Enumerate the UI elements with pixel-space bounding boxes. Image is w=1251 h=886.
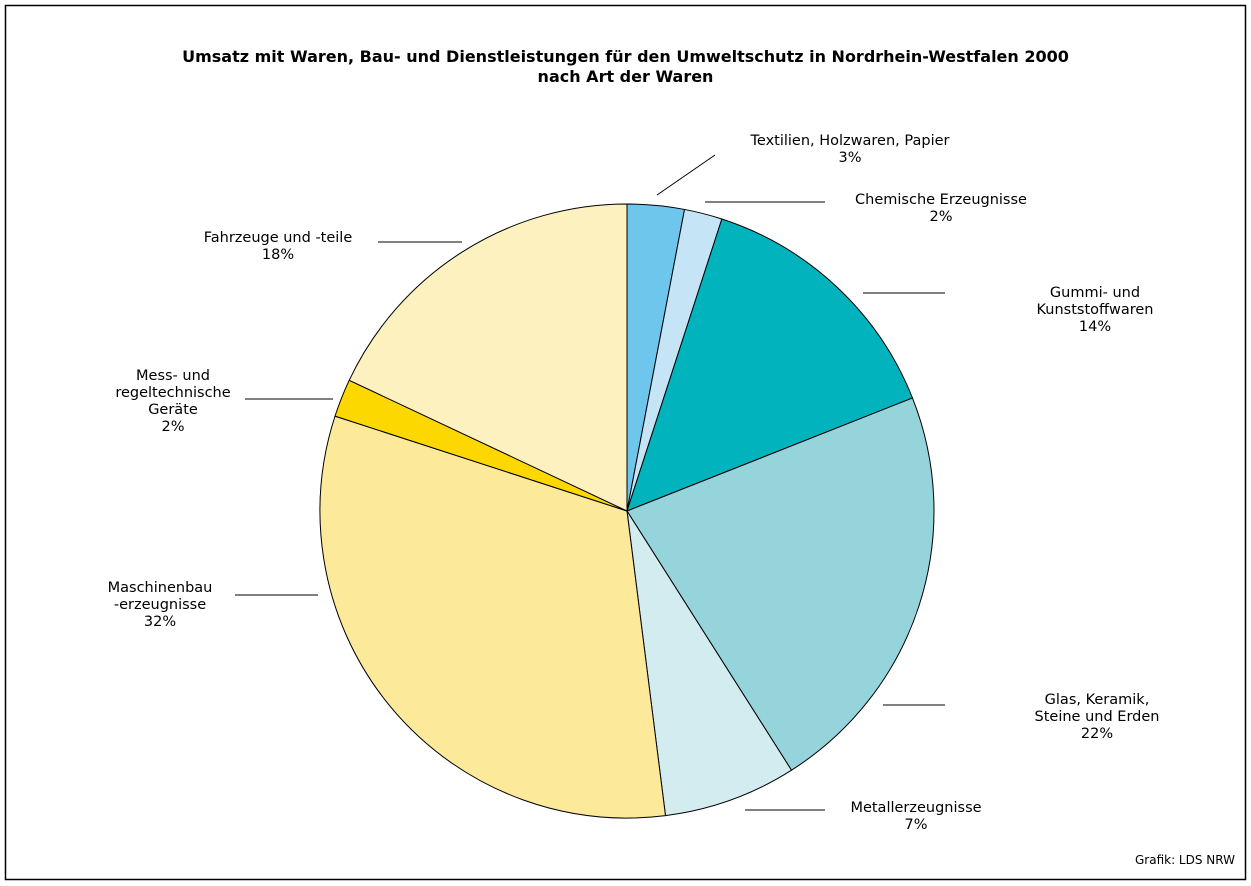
pie-slice <box>626 510 793 817</box>
value-label: 2% <box>929 209 953 225</box>
slice-label: Mess- und regeltechnische Geräte 2% <box>115 368 230 436</box>
value-label: 22% <box>1080 726 1114 742</box>
value-label: 14% <box>1078 319 1112 335</box>
value-label: 3% <box>838 150 862 166</box>
chart-subtitle: nach Art der Waren <box>537 67 714 86</box>
pie-slice <box>626 397 935 771</box>
pie-slice <box>319 415 667 819</box>
slice-label: Textilien, Holzwaren, Papier 3% <box>751 133 950 167</box>
slice-label: Metallerzeugnisse 7% <box>850 800 981 834</box>
chart-title: Umsatz mit Waren, Bau- und Dienstleistun… <box>182 47 1069 66</box>
category-label: Chemische Erzeugnisse <box>855 192 1027 208</box>
value-label: 2% <box>161 419 185 435</box>
slice-label: Glas, Keramik, Steine und Erden 22% <box>1020 692 1174 743</box>
pie-slice <box>348 203 628 512</box>
leader-line <box>656 154 716 196</box>
slice-label: Gummi- und Kunststoffwaren 14% <box>1017 285 1173 336</box>
frame <box>4 4 1247 881</box>
value-label: 32% <box>143 614 177 630</box>
category-label: Glas, Keramik, Steine und Erden <box>1034 692 1160 725</box>
category-label: Textilien, Holzwaren, Papier <box>750 133 950 149</box>
category-label: Maschinenbau -erzeugnisse <box>107 580 213 613</box>
value-label: 7% <box>904 817 928 833</box>
value-label: 18% <box>261 247 295 263</box>
source: Grafik: LDS NRW <box>1134 853 1235 867</box>
category-label: Fahrzeuge und -teile <box>203 230 353 246</box>
slice-label: Maschinenbau -erzeugnisse 32% <box>108 580 213 631</box>
category-label: Metallerzeugnisse <box>850 800 982 816</box>
slice-label: Fahrzeuge und -teile 18% <box>204 230 353 264</box>
category-label: Mess- und regeltechnische Geräte <box>115 368 231 418</box>
pie-slice <box>626 218 914 512</box>
category-label: Gummi- und Kunststoffwaren <box>1036 285 1154 318</box>
slice-label: Chemische Erzeugnisse 2% <box>855 192 1027 226</box>
